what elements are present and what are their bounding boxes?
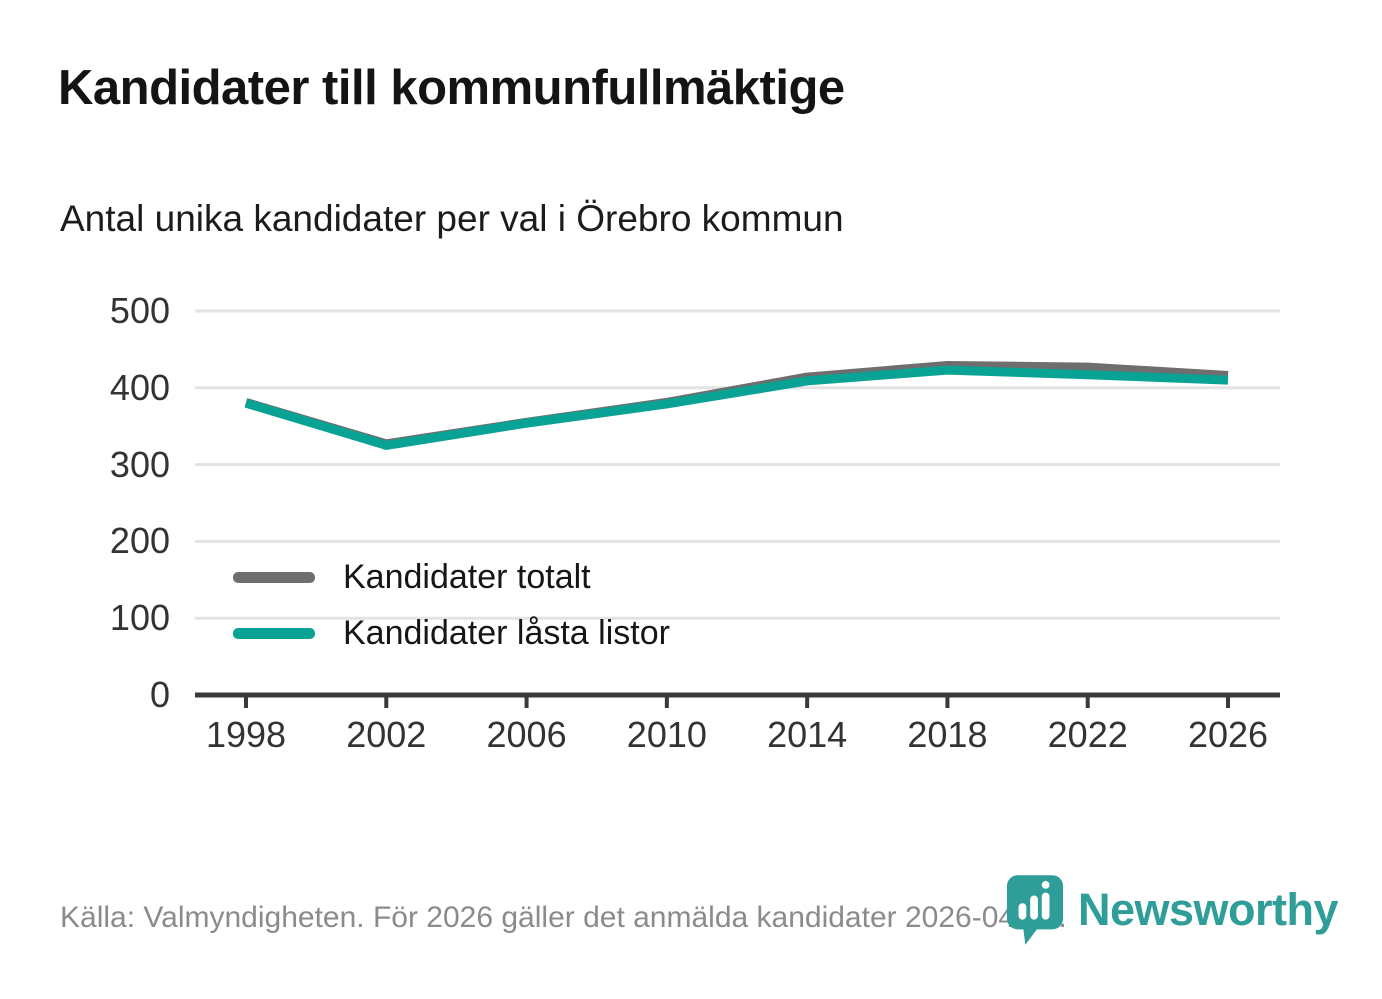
- page-title: Kandidater till kommunfullmäktige: [58, 61, 845, 115]
- y-tick-label-100: 100: [109, 597, 170, 639]
- y-tick-label-400: 400: [109, 366, 170, 408]
- y-tick-label-500: 500: [109, 290, 170, 331]
- series-line-1: [244, 365, 1229, 450]
- legend-label-lasta-listor: Kandidater låsta listor: [343, 613, 670, 652]
- newsworthy-logo-icon: [1006, 875, 1064, 945]
- x-tick-label-2010: 2010: [626, 714, 707, 755]
- legend-item-lasta-listor: Kandidater låsta listor: [233, 605, 670, 661]
- newsworthy-wordmark: Newsworthy: [1078, 884, 1339, 935]
- y-tick-label-0: 0: [149, 674, 170, 715]
- legend-swatch-totalt: [233, 571, 315, 583]
- legend-label-totalt: Kandidater totalt: [343, 557, 591, 596]
- source-note: Källa: Valmyndigheten. För 2026 gäller d…: [60, 901, 1067, 934]
- chart-subtitle: Antal unika kandidater per val i Örebro …: [60, 198, 844, 239]
- x-tick-label-1998: 1998: [205, 714, 287, 755]
- legend-item-totalt: Kandidater totalt: [233, 549, 670, 605]
- x-tick-label-2006: 2006: [486, 714, 567, 755]
- brand: Newsworthy: [1006, 874, 1339, 946]
- legend: Kandidater totalt Kandidater låsta listo…: [233, 549, 670, 661]
- x-tick-label-2002: 2002: [346, 714, 427, 755]
- x-tick-label-2022: 2022: [1047, 714, 1128, 755]
- y-tick-label-200: 200: [109, 520, 170, 562]
- y-tick-label-300: 300: [109, 443, 170, 485]
- x-tick-label-2026: 2026: [1187, 714, 1269, 755]
- x-tick-label-2018: 2018: [907, 714, 988, 755]
- legend-swatch-lasta-listor: [233, 627, 315, 639]
- x-tick-label-2014: 2014: [767, 714, 848, 755]
